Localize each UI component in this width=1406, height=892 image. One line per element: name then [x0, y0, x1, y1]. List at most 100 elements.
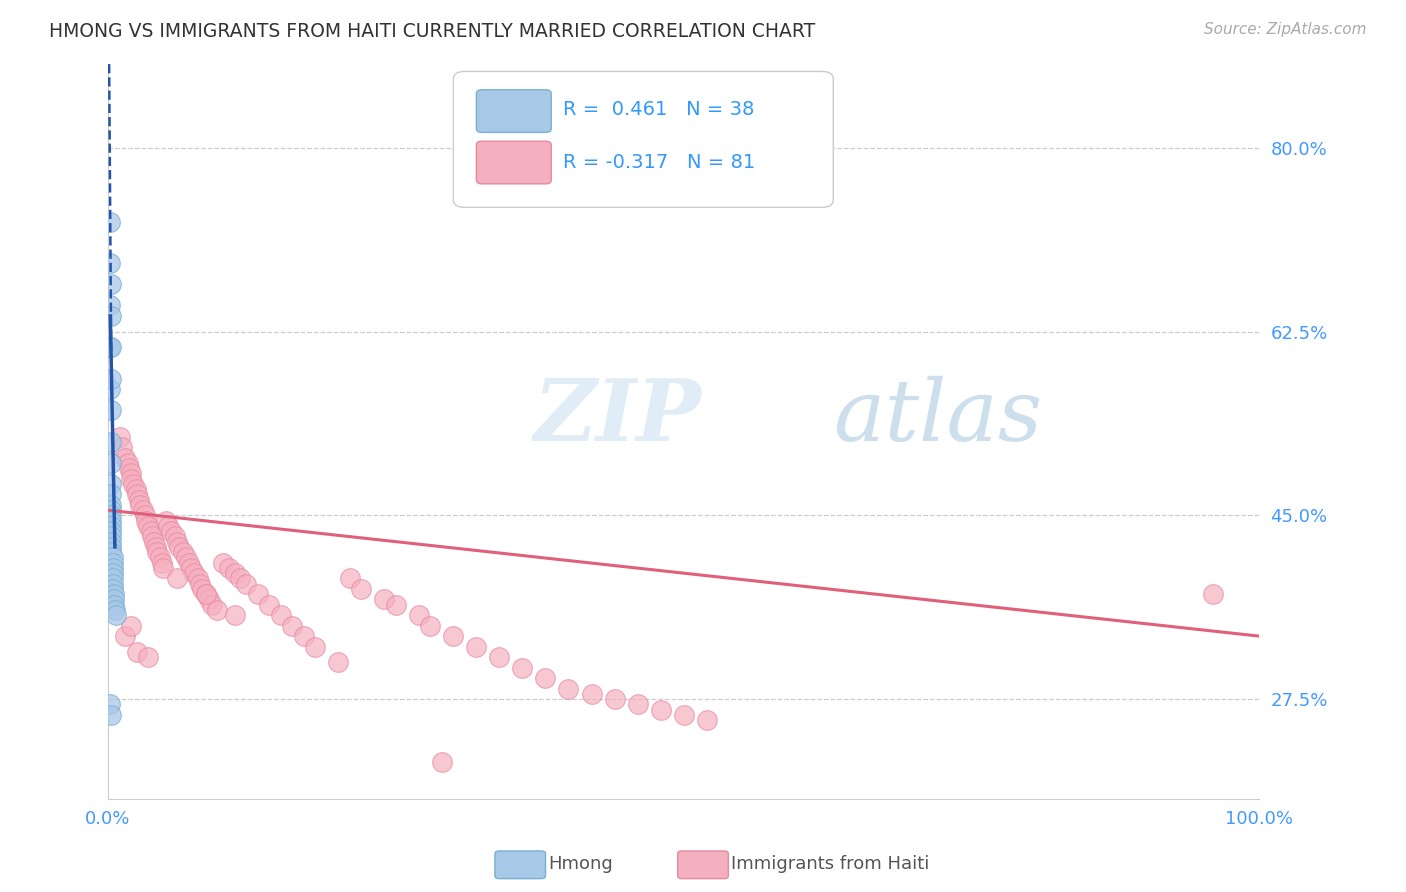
Point — [101, 556, 124, 570]
Point — [672, 707, 695, 722]
FancyBboxPatch shape — [453, 71, 834, 207]
Point — [465, 640, 488, 654]
Point — [198, 592, 221, 607]
Point — [134, 508, 156, 523]
Point — [650, 703, 672, 717]
Point — [441, 629, 464, 643]
Point — [103, 598, 125, 612]
Point — [100, 403, 122, 417]
Point — [603, 692, 626, 706]
Point — [100, 514, 122, 528]
Point — [350, 582, 373, 596]
Point — [180, 561, 202, 575]
Point — [150, 556, 173, 570]
Point — [120, 467, 142, 481]
Point — [98, 698, 121, 712]
Point — [430, 755, 453, 769]
Point — [114, 629, 136, 643]
Point — [125, 645, 148, 659]
Point — [141, 529, 163, 543]
Point — [128, 492, 150, 507]
Point — [100, 477, 122, 491]
Point — [100, 540, 122, 554]
Text: R =  0.461   N = 38: R = 0.461 N = 38 — [562, 100, 754, 120]
Point — [100, 707, 122, 722]
Point — [100, 456, 122, 470]
Point — [270, 608, 292, 623]
Point — [246, 587, 269, 601]
Point — [169, 540, 191, 554]
Point — [103, 592, 125, 607]
Point — [100, 372, 122, 386]
Point — [118, 461, 141, 475]
Point — [512, 660, 534, 674]
Point — [419, 618, 441, 632]
Point — [100, 434, 122, 449]
Point — [160, 524, 183, 538]
Point — [373, 592, 395, 607]
Point — [207, 603, 229, 617]
Point — [304, 640, 326, 654]
Point — [100, 529, 122, 543]
Point — [235, 576, 257, 591]
Point — [156, 519, 179, 533]
Point — [177, 556, 200, 570]
Point — [155, 514, 177, 528]
Point — [163, 529, 186, 543]
Text: R = -0.317   N = 81: R = -0.317 N = 81 — [562, 153, 755, 172]
Point — [183, 566, 205, 581]
Point — [100, 545, 122, 559]
Point — [187, 571, 209, 585]
Point — [385, 598, 408, 612]
Point — [408, 608, 430, 623]
Point — [100, 534, 122, 549]
Point — [229, 571, 252, 585]
Point — [114, 450, 136, 465]
Point — [281, 618, 304, 632]
Point — [626, 698, 648, 712]
Point — [1202, 587, 1225, 601]
Point — [101, 561, 124, 575]
Point — [131, 503, 153, 517]
Point — [105, 608, 128, 623]
Point — [212, 556, 235, 570]
Point — [100, 508, 122, 523]
Point — [557, 681, 579, 696]
FancyBboxPatch shape — [477, 90, 551, 132]
Point — [143, 534, 166, 549]
Text: atlas: atlas — [834, 376, 1042, 458]
Point — [136, 519, 159, 533]
Point — [124, 482, 146, 496]
Point — [120, 472, 142, 486]
Text: HMONG VS IMMIGRANTS FROM HAITI CURRENTLY MARRIED CORRELATION CHART: HMONG VS IMMIGRANTS FROM HAITI CURRENTLY… — [49, 22, 815, 41]
Point — [100, 503, 122, 517]
Point — [101, 566, 124, 581]
Point — [200, 598, 222, 612]
Point — [104, 603, 127, 617]
Text: Immigrants from Haiti: Immigrants from Haiti — [731, 855, 929, 873]
Point — [534, 671, 557, 685]
Point — [174, 550, 197, 565]
Point — [224, 608, 246, 623]
Point — [136, 650, 159, 665]
Point — [581, 687, 603, 701]
Point — [145, 540, 167, 554]
Point — [101, 576, 124, 591]
Point — [101, 550, 124, 565]
Point — [328, 656, 350, 670]
Point — [122, 477, 145, 491]
Point — [292, 629, 315, 643]
Point — [98, 256, 121, 270]
Point — [100, 487, 122, 501]
Point — [100, 524, 122, 538]
Point — [166, 571, 188, 585]
Point — [101, 582, 124, 596]
Point — [98, 298, 121, 312]
Point — [98, 341, 121, 355]
Point — [100, 277, 122, 292]
Point — [188, 576, 211, 591]
Point — [194, 587, 217, 601]
Text: Hmong: Hmong — [548, 855, 613, 873]
Point — [125, 487, 148, 501]
Point — [117, 456, 139, 470]
